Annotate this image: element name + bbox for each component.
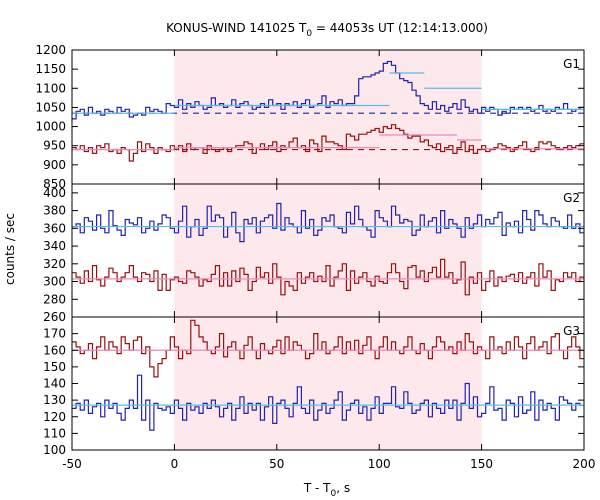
panel-g3: 100 110 120 130 140 150 160 170 G3 — [43, 316, 585, 457]
x-axis-label: T - T0, s — [303, 481, 350, 499]
x-tick-label: -50 — [62, 457, 82, 471]
y-tick-label: 360 — [43, 221, 66, 235]
x-tick-label: 150 — [470, 457, 493, 471]
y-tick-label: 380 — [43, 204, 66, 218]
y-tick-label: 160 — [43, 343, 66, 357]
y-tick-label: 900 — [43, 158, 66, 172]
x-tick-label: 100 — [368, 457, 391, 471]
y-tick-label: 170 — [43, 327, 66, 341]
highlight-interval — [174, 50, 482, 450]
y-axis-label: counts / sec — [3, 213, 17, 285]
y-tick-label: 1150 — [35, 62, 66, 76]
panel-g2: 260 280 300 320 340 360 380 400 G2 — [43, 183, 585, 324]
y-tick-label: 1000 — [35, 120, 66, 134]
y-tick-label: 110 — [43, 426, 66, 440]
y-tick-label: 1050 — [35, 100, 66, 114]
y-tick-label: 950 — [43, 139, 66, 153]
y-tick-label: 280 — [43, 292, 66, 306]
y-tick-label: 140 — [43, 377, 66, 391]
red-series-line — [72, 258, 584, 296]
panel-label: G3 — [563, 324, 580, 338]
red-series-line — [72, 124, 584, 162]
chart-title: KONUS-WIND 141025 T0 = 44053s UT (12:14:… — [166, 21, 488, 39]
y-tick-label: 320 — [43, 257, 66, 271]
y-tick-label: 1100 — [35, 81, 66, 95]
y-tick-label: 100 — [43, 443, 66, 457]
y-tick-label: 150 — [43, 360, 66, 374]
x-tick-label: 0 — [171, 457, 179, 471]
y-tick-label: 130 — [43, 393, 66, 407]
y-tick-label: 850 — [43, 177, 66, 191]
y-tick-label: 1200 — [35, 43, 66, 57]
panel-label: G1 — [563, 57, 580, 71]
y-tick-label: 260 — [43, 310, 66, 324]
x-tick-label: 200 — [573, 457, 596, 471]
y-tick-label: 400 — [43, 186, 66, 200]
panel-label: G2 — [563, 191, 580, 205]
y-tick-label: 300 — [43, 275, 66, 289]
red-series-line — [72, 319, 584, 378]
x-tick-label: 50 — [269, 457, 284, 471]
y-tick-label: 340 — [43, 239, 66, 253]
blue-series-line — [72, 60, 584, 120]
plot-area: 85090095010001050110011501200G1260280300… — [35, 43, 595, 471]
y-tick-label: 120 — [43, 410, 66, 424]
